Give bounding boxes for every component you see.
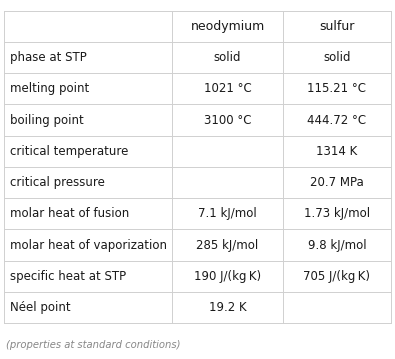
Text: (properties at standard conditions): (properties at standard conditions) [6, 340, 181, 350]
Text: 444.72 °C: 444.72 °C [307, 113, 367, 127]
Text: Néel point: Néel point [10, 301, 70, 314]
Text: melting point: melting point [10, 82, 89, 95]
Text: phase at STP: phase at STP [10, 51, 87, 64]
Text: 705 J/(kg K): 705 J/(kg K) [303, 270, 371, 283]
Text: 1314 K: 1314 K [316, 145, 357, 158]
Text: 9.8 kJ/mol: 9.8 kJ/mol [308, 238, 366, 252]
Text: boiling point: boiling point [10, 113, 84, 127]
Text: 285 kJ/mol: 285 kJ/mol [196, 238, 259, 252]
Text: 115.21 °C: 115.21 °C [307, 82, 366, 95]
Text: 7.1 kJ/mol: 7.1 kJ/mol [198, 207, 257, 220]
Text: critical temperature: critical temperature [10, 145, 128, 158]
Text: 20.7 MPa: 20.7 MPa [310, 176, 364, 189]
Text: solid: solid [214, 51, 241, 64]
Text: critical pressure: critical pressure [10, 176, 105, 189]
Text: 3100 °C: 3100 °C [204, 113, 251, 127]
Text: 1021 °C: 1021 °C [204, 82, 251, 95]
Text: molar heat of vaporization: molar heat of vaporization [10, 238, 167, 252]
Text: 19.2 K: 19.2 K [209, 301, 246, 314]
Text: neodymium: neodymium [190, 20, 265, 33]
Text: solid: solid [323, 51, 351, 64]
Text: molar heat of fusion: molar heat of fusion [10, 207, 129, 220]
Text: specific heat at STP: specific heat at STP [10, 270, 126, 283]
Text: 1.73 kJ/mol: 1.73 kJ/mol [304, 207, 370, 220]
Text: sulfur: sulfur [319, 20, 355, 33]
Text: 190 J/(kg K): 190 J/(kg K) [194, 270, 261, 283]
